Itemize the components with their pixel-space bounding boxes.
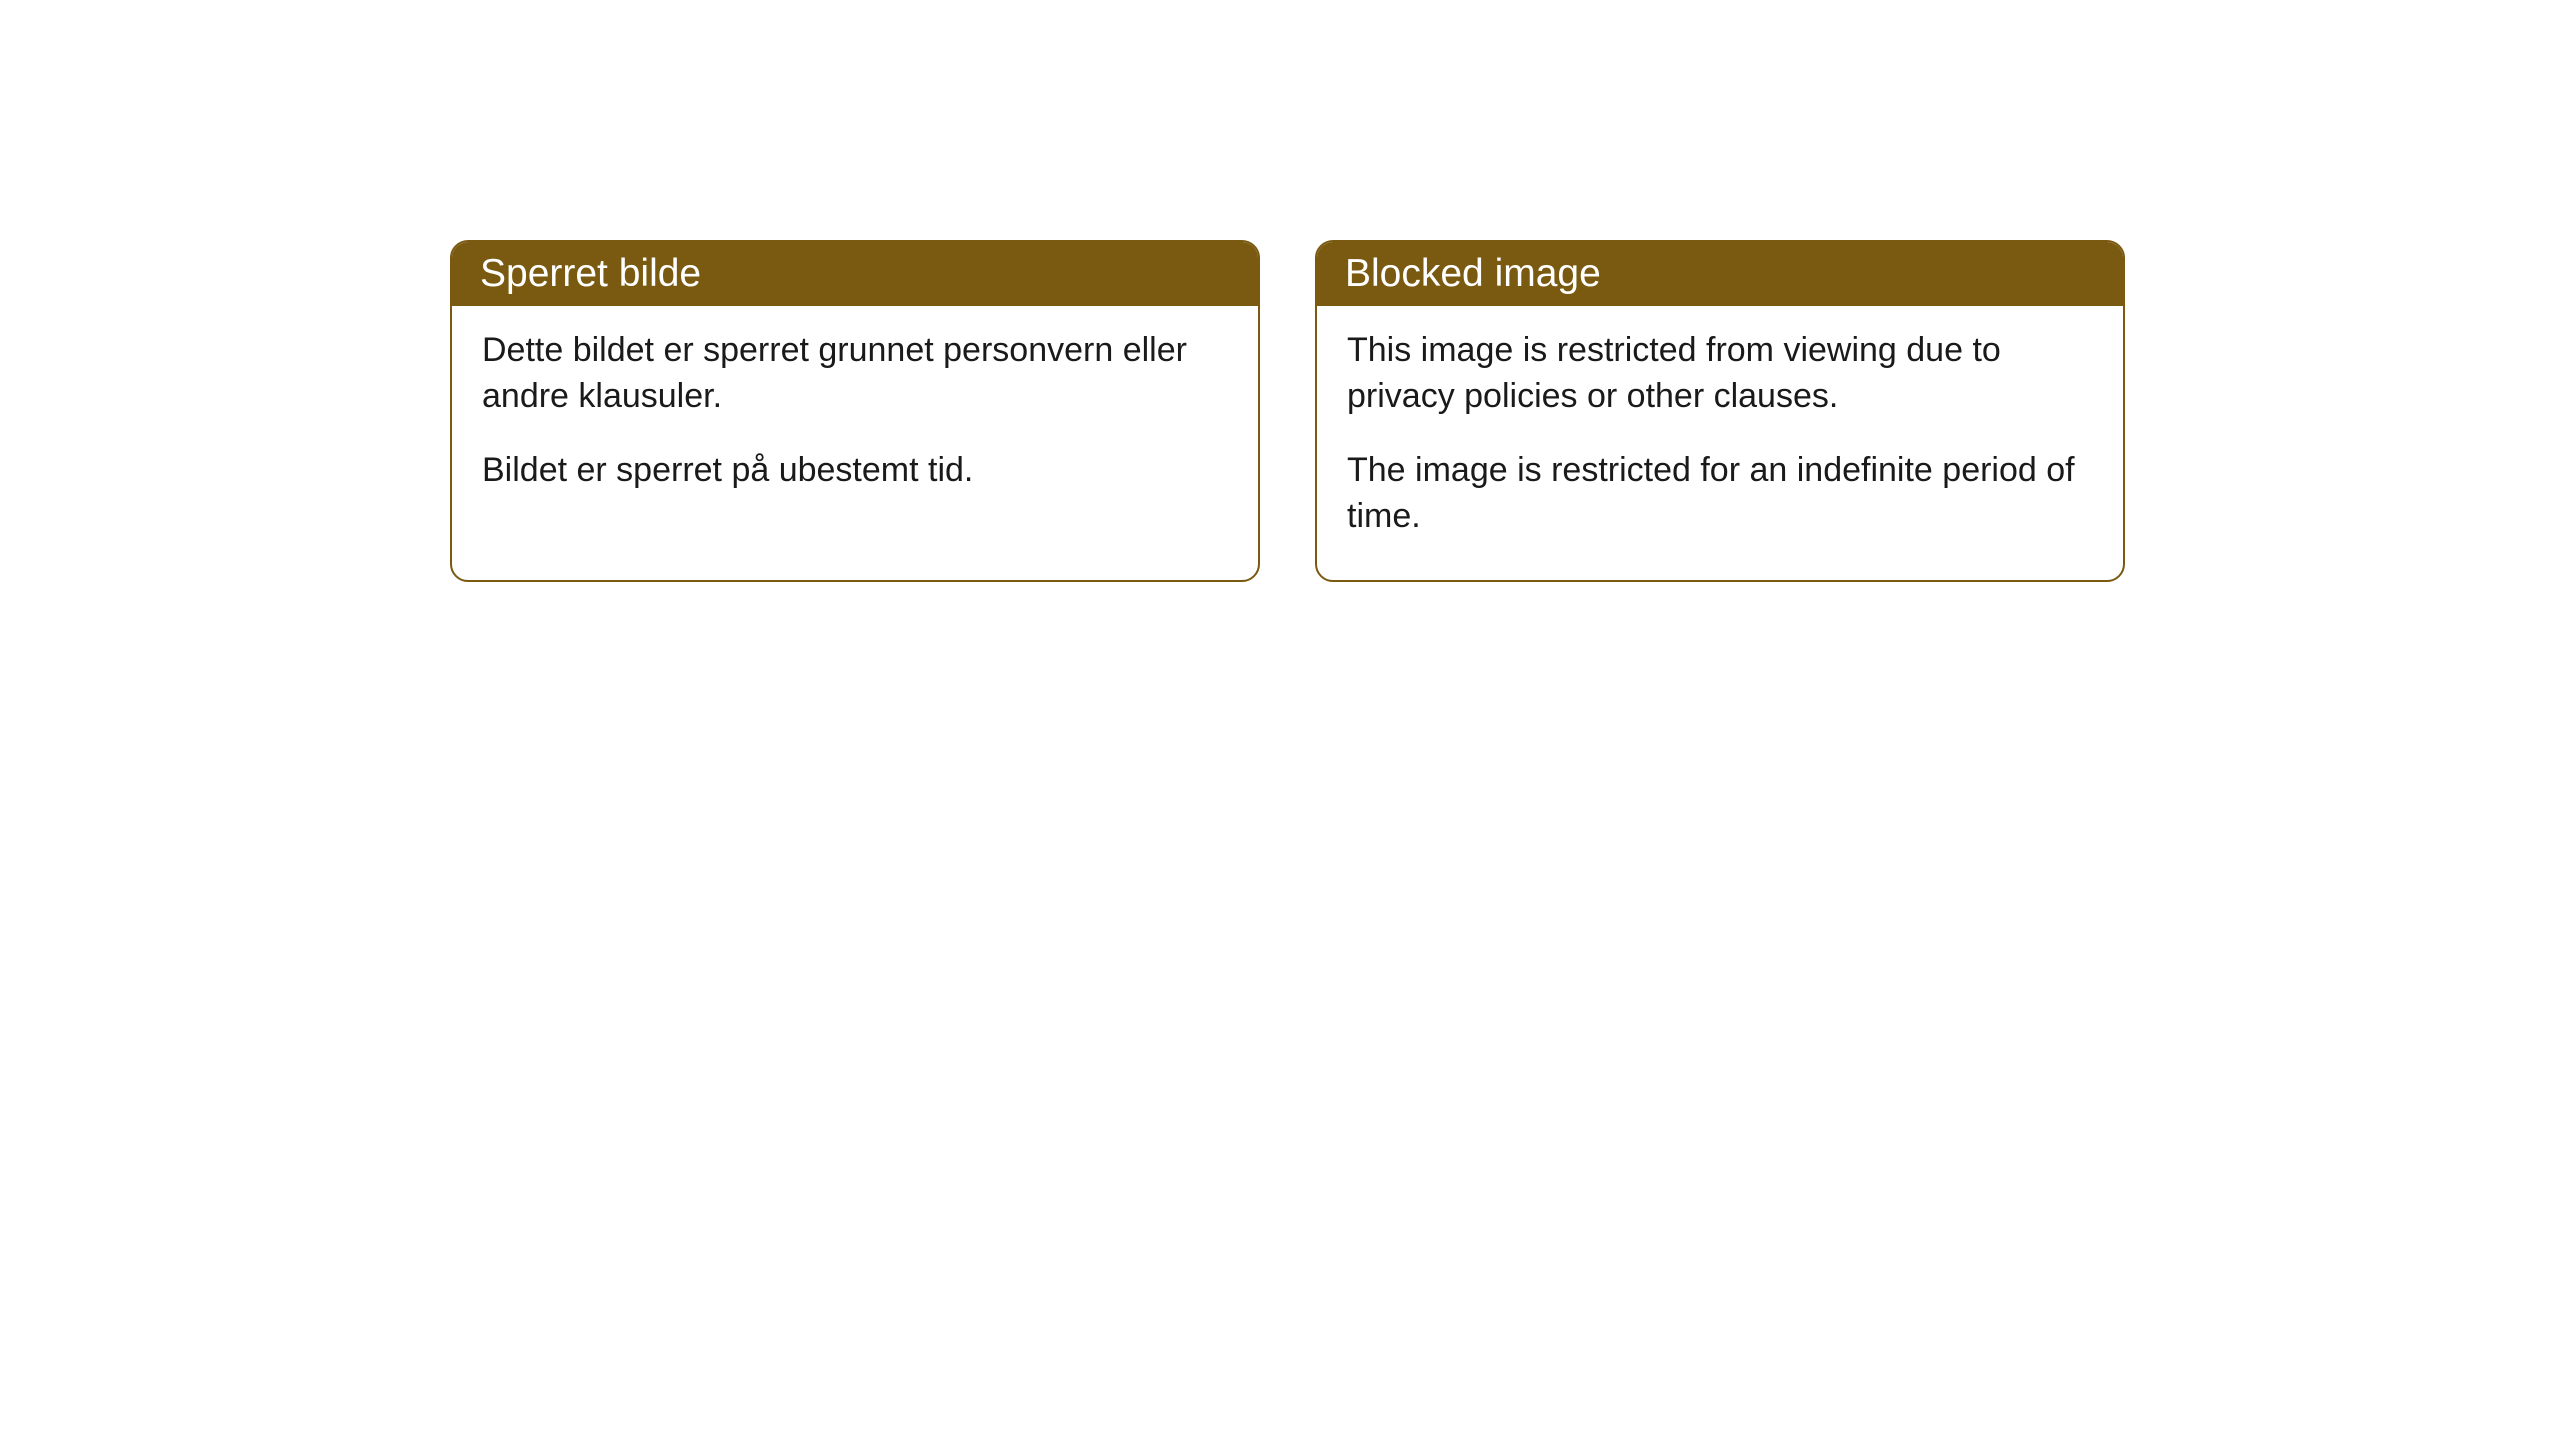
- blocked-image-card-en: Blocked image This image is restricted f…: [1315, 240, 2125, 582]
- card-text-no-2: Bildet er sperret på ubestemt tid.: [482, 448, 1228, 494]
- blocked-image-card-no: Sperret bilde Dette bildet er sperret gr…: [450, 240, 1260, 582]
- card-text-en-1: This image is restricted from viewing du…: [1347, 328, 2093, 420]
- card-text-no-1: Dette bildet er sperret grunnet personve…: [482, 328, 1228, 420]
- card-header-no: Sperret bilde: [452, 242, 1258, 306]
- card-body-en: This image is restricted from viewing du…: [1317, 306, 2123, 580]
- card-text-en-2: The image is restricted for an indefinit…: [1347, 448, 2093, 540]
- card-header-en: Blocked image: [1317, 242, 2123, 306]
- card-title-no: Sperret bilde: [480, 252, 701, 295]
- card-title-en: Blocked image: [1345, 252, 1601, 295]
- notice-cards-container: Sperret bilde Dette bildet er sperret gr…: [450, 240, 2125, 582]
- card-body-no: Dette bildet er sperret grunnet personve…: [452, 306, 1258, 534]
